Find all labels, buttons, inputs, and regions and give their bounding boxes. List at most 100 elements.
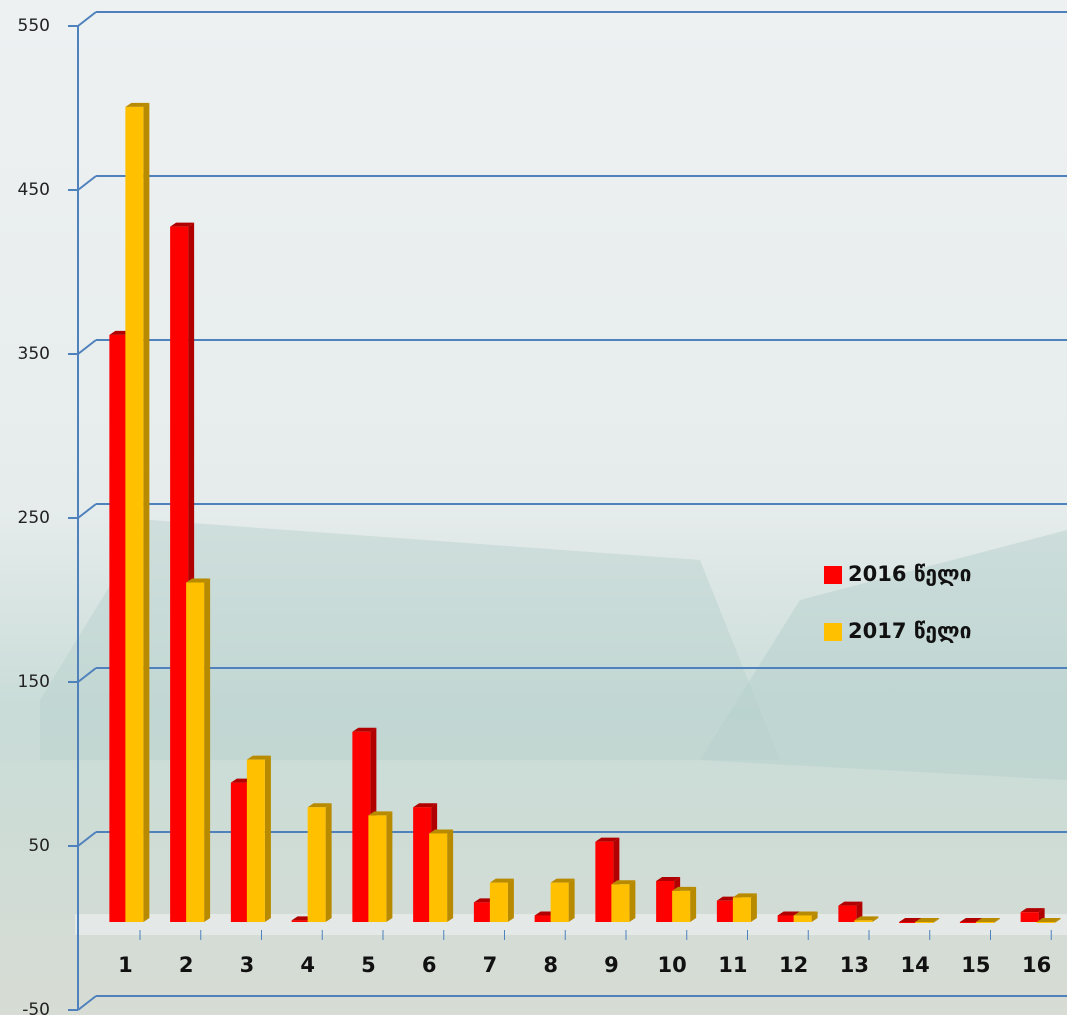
bar-top [793,911,818,916]
bar-top [186,578,211,583]
bar [793,915,812,922]
x-tick-label: 16 [1022,953,1051,977]
x-tick-label: 3 [240,953,255,977]
bar-side [811,911,818,922]
bar-top [170,222,195,227]
bar-side [629,880,636,922]
bar [595,841,614,922]
bar [186,582,205,922]
bar-side [933,918,940,923]
x-tick-label: 12 [779,953,808,977]
bar-side [325,803,332,922]
bar [672,890,691,922]
grid-slant [77,995,97,1011]
bar-top [1036,918,1061,922]
bar-side [993,918,1000,923]
x-tick-label: 11 [718,953,747,977]
grid-slant [77,667,97,683]
bar [854,920,873,922]
bar-top [550,878,575,883]
bar [109,334,128,922]
grid-slant [77,503,97,519]
bar-top [854,916,879,921]
bar [915,922,934,923]
bar [611,884,630,922]
bar [899,922,918,923]
bar-side [507,878,514,922]
x-tick-label: 14 [901,953,930,977]
bar-top [368,811,393,816]
x-tick-label: 5 [361,953,376,977]
bar-side [750,893,757,922]
y-tick-label: 50 [28,836,50,856]
y-tick-label: 350 [18,344,50,364]
grid-slant [77,175,97,191]
bar-top [595,837,620,842]
grid-slant [77,11,97,27]
legend-swatch [824,566,842,584]
bar-top [838,901,863,906]
grid-slant [77,339,97,355]
y-tick-label: 550 [18,16,50,36]
x-tick-label: 15 [961,953,990,977]
bar [291,920,310,922]
bar-top [1020,908,1045,913]
x-tick-label: 13 [840,953,869,977]
bar-side [690,886,697,922]
bar [429,833,448,922]
x-tick-label: 9 [604,953,619,977]
bar-side [447,829,454,922]
bar-side [386,811,393,922]
x-tick-label: 8 [543,953,558,977]
bar [975,922,994,923]
bar-top [611,880,636,885]
legend-label: 2017 წელი [848,619,971,643]
y-tick-label: -50 [22,1000,50,1015]
x-tick-label: 7 [483,953,498,977]
building [40,520,780,760]
x-tick-label: 4 [300,953,315,977]
bar [732,897,751,922]
bar-side [264,755,271,922]
bar-top [672,886,697,891]
building [700,530,1067,780]
bar-top [352,727,377,732]
bar [716,900,735,922]
y-tick-label: 150 [18,672,50,692]
bar-top [732,893,757,898]
bar [473,902,492,922]
legend-label: 2016 წელი [848,562,971,586]
bar-side [143,102,150,923]
bar [489,882,508,922]
y-tick-label: 450 [18,180,50,200]
bar [125,106,144,923]
bar [170,226,189,922]
bar-side [872,916,879,922]
legend-swatch [824,623,842,641]
bar [534,915,553,922]
bar [368,815,387,922]
x-tick-label: 1 [118,953,133,977]
grid-slant [77,831,97,847]
bar [838,905,857,922]
bar-top [656,877,681,881]
bar-side [568,878,575,922]
bar [230,782,249,922]
bar [307,807,326,922]
bar-top [489,878,514,883]
bar-side [204,578,211,922]
bar [1020,912,1039,922]
y-tick-label: 250 [18,508,50,528]
bar [413,807,432,922]
bar-top [429,829,454,834]
bar [352,731,371,922]
x-tick-label: 10 [658,953,687,977]
bar-top [125,102,150,107]
bar [777,915,796,922]
bar [1036,922,1055,923]
bar-side [1054,918,1061,923]
x-tick-label: 6 [422,953,437,977]
x-tick-label: 2 [179,953,194,977]
bar [959,922,978,923]
